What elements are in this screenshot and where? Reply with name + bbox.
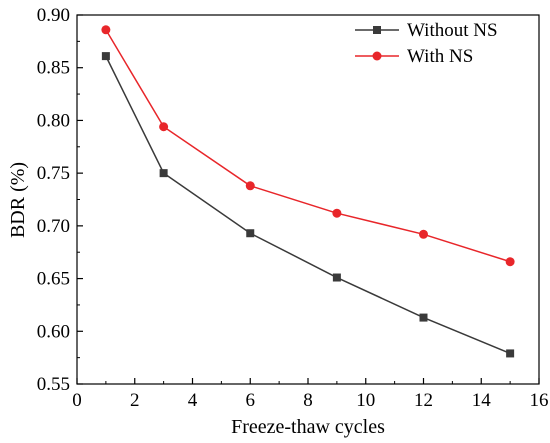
- x-tick-label: 6: [246, 390, 256, 411]
- x-tick-label: 2: [130, 390, 140, 411]
- x-tick-label: 0: [72, 390, 82, 411]
- x-tick-label: 10: [356, 390, 375, 411]
- data-point-square: [419, 313, 428, 322]
- y-tick-label: 0.85: [37, 58, 70, 79]
- x-tick-label: 12: [414, 390, 433, 411]
- data-point-circle: [101, 25, 111, 35]
- data-point-square: [506, 349, 515, 358]
- x-axis-title: Freeze-thaw cycles: [231, 416, 385, 438]
- data-point-circle: [245, 181, 255, 191]
- y-tick-label: 0.75: [37, 163, 70, 184]
- legend-label: With NS: [407, 46, 473, 67]
- plot-area-frame: [76, 14, 540, 385]
- y-tick-label: 0.70: [37, 216, 70, 237]
- y-axis-title: BDR (%): [7, 162, 29, 238]
- data-point-square: [332, 273, 341, 282]
- x-tick-label: 16: [530, 390, 549, 411]
- data-point-circle: [332, 208, 342, 218]
- legend-marker-circle: [372, 51, 382, 61]
- y-tick-label: 0.60: [37, 321, 70, 342]
- data-point-square: [246, 229, 255, 238]
- data-point-square: [101, 52, 110, 61]
- y-tick-label: 0.55: [37, 374, 70, 395]
- series-line-0: [105, 55, 511, 355]
- series-line-1: [105, 29, 511, 263]
- y-tick-label: 0.65: [37, 269, 70, 290]
- series-layer: [101, 25, 515, 358]
- x-tick-label: 4: [188, 390, 198, 411]
- y-axis: 0.55 0.60 0.65 0.70 0.75 0.80 0.85 0.90: [37, 5, 83, 395]
- data-point-circle: [505, 257, 515, 267]
- x-tick-label: 14: [472, 390, 492, 411]
- data-point-circle: [419, 229, 428, 239]
- y-tick-label: 0.90: [37, 5, 70, 26]
- legend-label: Without NS: [407, 20, 498, 41]
- legend: Without NS With NS: [355, 20, 498, 67]
- y-tick-label: 0.80: [37, 110, 70, 131]
- x-tick-label: 8: [303, 390, 313, 411]
- x-axis: 0 2 4 6 8 10 12 14 16: [72, 378, 549, 411]
- legend-marker-square: [373, 26, 381, 34]
- data-point-square: [159, 169, 168, 178]
- data-point-circle: [159, 122, 169, 132]
